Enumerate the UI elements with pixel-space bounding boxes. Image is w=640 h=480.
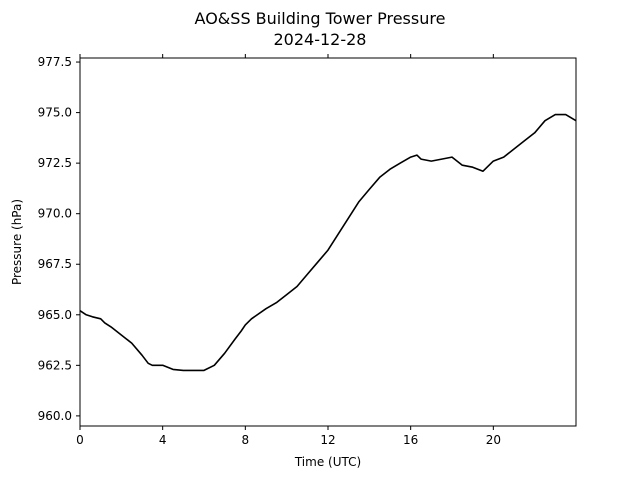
- chart-title: AO&SS Building Tower Pressure: [195, 9, 446, 28]
- x-axis: 0 4 8 12 16 20: [76, 54, 501, 447]
- y-axis-label: Pressure (hPa): [10, 199, 24, 285]
- x-tick-label: 20: [486, 433, 501, 447]
- x-axis-label: Time (UTC): [294, 455, 361, 469]
- y-tick-label: 970.0: [38, 207, 72, 221]
- x-tick-label: 0: [76, 433, 84, 447]
- y-axis: 960.0 962.5 965.0 967.5 970.0 972.5 975.0 977.5: [38, 55, 80, 423]
- x-tick-label: 4: [159, 433, 167, 447]
- y-tick-label: 967.5: [38, 257, 72, 271]
- y-tick-label: 965.0: [38, 308, 72, 322]
- plot-frame: [79, 57, 577, 427]
- series-line-0: [79, 113, 577, 372]
- y-tick-label: 972.5: [38, 156, 72, 170]
- y-tick-label: 960.0: [38, 409, 72, 423]
- x-tick-label: 16: [403, 433, 418, 447]
- y-tick-label: 962.5: [38, 358, 72, 372]
- y-tick-label: 975.0: [38, 106, 72, 120]
- x-tick-label: 8: [242, 433, 250, 447]
- y-tick-label: 977.5: [38, 55, 72, 69]
- chart-subtitle: 2024-12-28: [274, 30, 367, 49]
- x-tick-label: 12: [320, 433, 335, 447]
- plot-area: [79, 57, 577, 427]
